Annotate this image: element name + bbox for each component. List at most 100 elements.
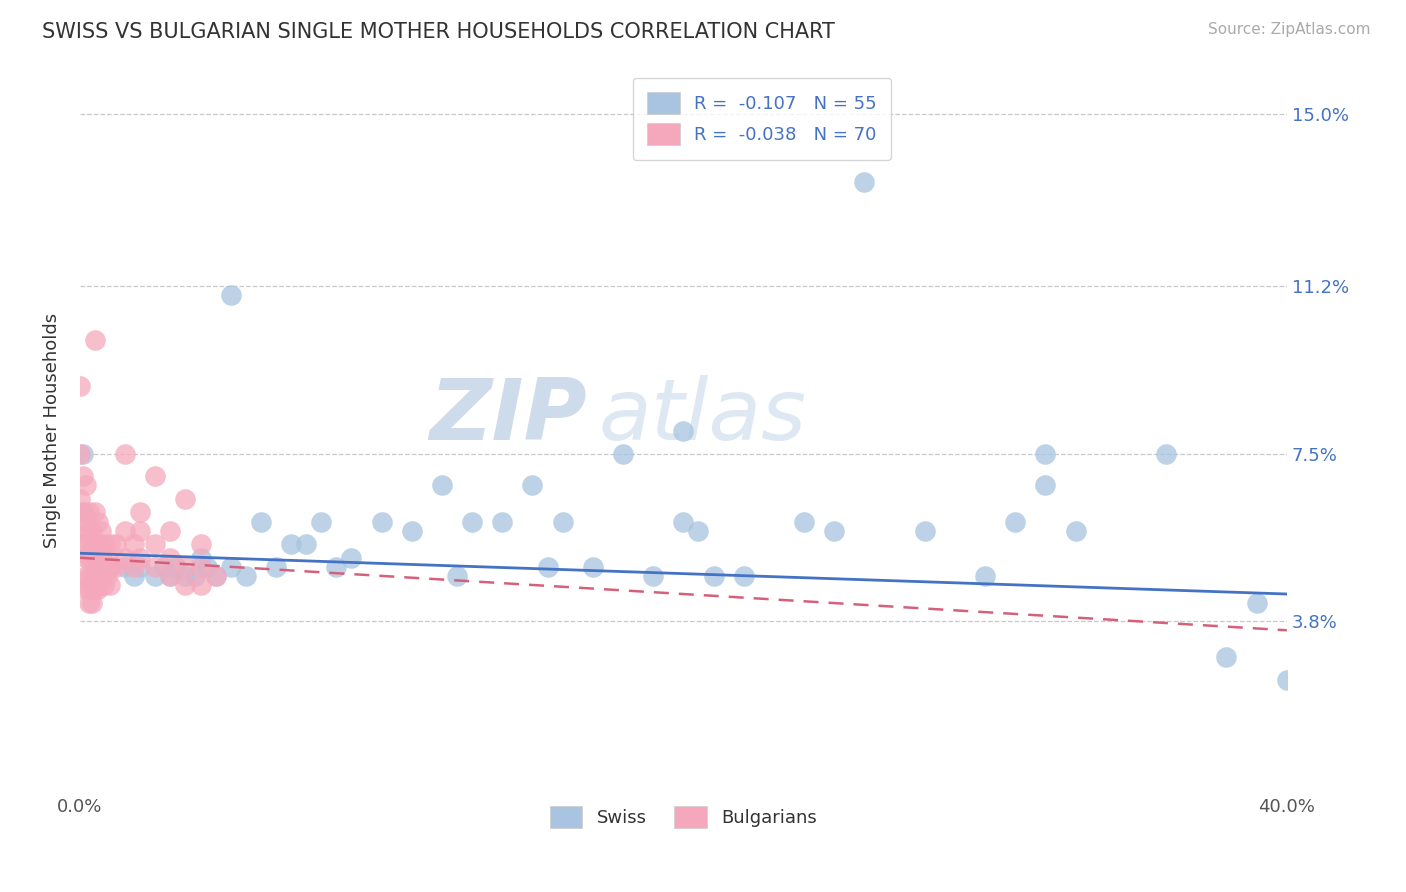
Point — [90, 550, 112, 565]
Point — [159, 524, 181, 538]
Point — [98, 537, 121, 551]
Point — [309, 515, 332, 529]
Point — [183, 569, 205, 583]
Point — [77, 524, 100, 538]
Point — [536, 559, 558, 574]
Point — [522, 478, 544, 492]
Point — [75, 478, 97, 492]
Point — [84, 582, 107, 597]
Point — [87, 582, 110, 597]
Point — [87, 569, 110, 583]
Point — [190, 559, 212, 574]
Point — [77, 506, 100, 520]
Point — [77, 550, 100, 565]
Point — [219, 559, 242, 574]
Point — [75, 550, 97, 565]
Point — [153, 559, 176, 574]
Point — [461, 515, 484, 529]
Point — [264, 559, 287, 574]
Point — [1246, 596, 1268, 610]
Point — [1215, 650, 1237, 665]
Point — [793, 515, 815, 529]
Point — [84, 569, 107, 583]
Point — [143, 569, 166, 583]
Point — [204, 569, 226, 583]
Point — [143, 469, 166, 483]
Point — [96, 569, 118, 583]
Point — [401, 524, 423, 538]
Point — [174, 559, 197, 574]
Point — [80, 524, 103, 538]
Point — [235, 569, 257, 583]
Point — [80, 537, 103, 551]
Point — [98, 559, 121, 574]
Point — [672, 424, 695, 438]
Point — [80, 582, 103, 597]
Point — [823, 524, 845, 538]
Point — [129, 559, 152, 574]
Point — [114, 559, 136, 574]
Point — [1035, 447, 1057, 461]
Point — [143, 559, 166, 574]
Text: ZIP: ZIP — [429, 375, 586, 458]
Point — [96, 550, 118, 565]
Point — [688, 524, 710, 538]
Point — [90, 524, 112, 538]
Point — [204, 569, 226, 583]
Point — [72, 506, 94, 520]
Point — [72, 506, 94, 520]
Text: Source: ZipAtlas.com: Source: ZipAtlas.com — [1208, 22, 1371, 37]
Point — [165, 559, 187, 574]
Point — [77, 596, 100, 610]
Point — [84, 537, 107, 551]
Point — [430, 478, 453, 492]
Point — [672, 515, 695, 529]
Point — [190, 537, 212, 551]
Point — [80, 596, 103, 610]
Point — [72, 447, 94, 461]
Point — [69, 378, 91, 392]
Point — [98, 559, 121, 574]
Point — [69, 447, 91, 461]
Point — [129, 524, 152, 538]
Point — [190, 578, 212, 592]
Point — [84, 506, 107, 520]
Point — [190, 550, 212, 565]
Point — [93, 559, 115, 574]
Point — [93, 537, 115, 551]
Point — [1004, 515, 1026, 529]
Point — [974, 569, 997, 583]
Point — [733, 569, 755, 583]
Point — [174, 491, 197, 506]
Point — [122, 537, 145, 551]
Point — [1275, 673, 1298, 687]
Text: SWISS VS BULGARIAN SINGLE MOTHER HOUSEHOLDS CORRELATION CHART: SWISS VS BULGARIAN SINGLE MOTHER HOUSEHO… — [42, 22, 835, 42]
Point — [551, 515, 574, 529]
Legend: Swiss, Bulgarians: Swiss, Bulgarians — [543, 798, 824, 835]
Point — [174, 569, 197, 583]
Point — [446, 569, 468, 583]
Point — [93, 578, 115, 592]
Point — [914, 524, 936, 538]
Point — [159, 550, 181, 565]
Point — [582, 559, 605, 574]
Point — [75, 569, 97, 583]
Point — [87, 537, 110, 551]
Point — [90, 569, 112, 583]
Point — [105, 559, 128, 574]
Point — [280, 537, 302, 551]
Point — [143, 537, 166, 551]
Text: atlas: atlas — [599, 375, 807, 458]
Point — [370, 515, 392, 529]
Point — [325, 559, 347, 574]
Point — [853, 175, 876, 189]
Point — [84, 559, 107, 574]
Point — [159, 569, 181, 583]
Point — [84, 334, 107, 348]
Point — [80, 569, 103, 583]
Point — [174, 578, 197, 592]
Point — [77, 569, 100, 583]
Point — [129, 506, 152, 520]
Point — [1154, 447, 1177, 461]
Point — [87, 515, 110, 529]
